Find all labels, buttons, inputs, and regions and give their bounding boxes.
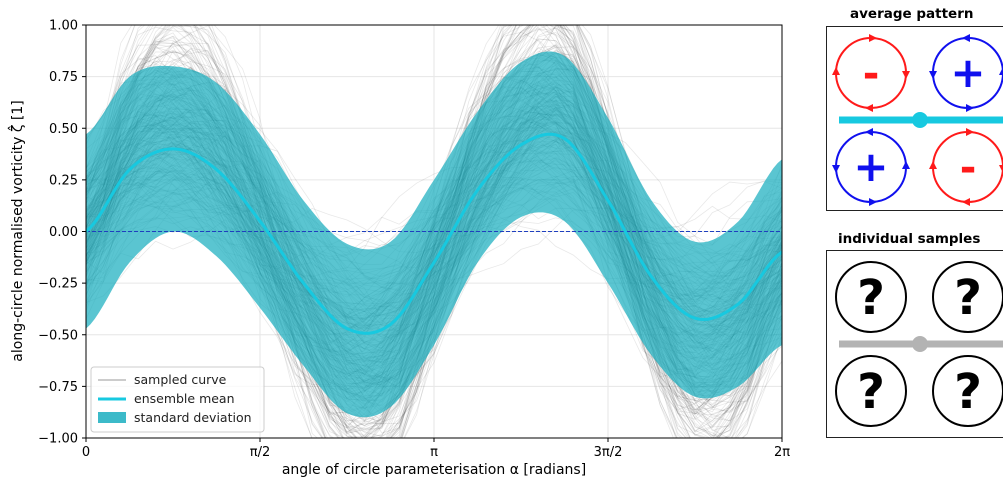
arrow-head-icon xyxy=(999,67,1003,75)
y-tick-label-7: 0.75 xyxy=(49,70,78,85)
pattern-circle-2 xyxy=(835,355,907,427)
y-tick-label-0: −1.00 xyxy=(38,432,78,447)
arrow-head-icon xyxy=(929,161,937,169)
arrow-head-icon xyxy=(999,165,1003,173)
x-tick-label-4: 2π xyxy=(774,445,790,460)
arrow-head-icon xyxy=(962,198,970,206)
legend: sampled curve ensemble mean standard dev… xyxy=(90,366,265,433)
y-tick-label-3: −0.25 xyxy=(38,277,78,292)
arrow-head-icon xyxy=(902,71,910,79)
average-pattern-title: average pattern xyxy=(850,6,974,22)
arrow-head-icon xyxy=(902,161,910,169)
pattern-sign-3: - xyxy=(960,145,977,191)
legend-swatch-std xyxy=(98,412,126,423)
pattern-sign-1: ? xyxy=(954,270,982,326)
legend-label-sampled: sampled curve xyxy=(134,372,227,387)
y-axis-label: along-circle normalised vorticity ζ̂ [1] xyxy=(7,100,26,361)
ensemble-mean-line xyxy=(86,132,782,335)
y-tick-label-5: 0.25 xyxy=(49,173,78,188)
pattern-sign-0: ? xyxy=(857,270,885,326)
pattern-circle-1 xyxy=(932,261,1003,333)
y-tick-label-6: 0.50 xyxy=(49,122,78,137)
pattern-circle-3 xyxy=(932,355,1003,427)
arrow-head-icon xyxy=(865,104,873,112)
y-tick-label-1: −0.75 xyxy=(38,380,78,395)
average-pattern-panel: - + + - xyxy=(826,26,1003,211)
arrow-head-icon xyxy=(869,34,877,42)
x-tick-label-1: π/2 xyxy=(250,445,270,460)
arrow-head-icon xyxy=(962,34,970,42)
pattern-sign-3: ? xyxy=(954,364,982,420)
y-tick-label-8: 1.00 xyxy=(49,19,78,34)
arrow-head-icon xyxy=(966,128,974,136)
x-tick-label-0: 0 xyxy=(82,445,90,460)
individual-samples-title: individual samples xyxy=(838,231,981,247)
pattern-slider-knob xyxy=(912,112,928,128)
x-tick-label-2: π xyxy=(430,445,438,460)
legend-label-std: standard deviation xyxy=(134,410,252,425)
x-axis-label: angle of circle parameterisation α [radi… xyxy=(282,462,586,478)
std-band xyxy=(86,51,782,418)
x-tick-label-3: 3π/2 xyxy=(594,445,623,460)
y-tick-label-4: 0.00 xyxy=(49,225,78,240)
pattern-sign-2: + xyxy=(853,142,888,191)
mean-curve xyxy=(86,132,782,335)
individual-samples-diagram: ???? xyxy=(835,261,1003,427)
average-pattern-diagram: - + + - xyxy=(832,34,1003,206)
arrow-head-icon xyxy=(869,198,877,206)
arrow-head-icon xyxy=(832,67,840,75)
axis-ticks: 0 π/2 π 3π/2 2π −1.00 −0.75 −0.50 −0.25 0.00 0.25 0… xyxy=(38,19,790,461)
std-band-area xyxy=(86,51,782,418)
y-tick-label-2: −0.50 xyxy=(38,328,78,343)
pattern-sign-0: - xyxy=(863,51,880,97)
legend-box xyxy=(90,366,265,433)
arrow-head-icon xyxy=(929,71,937,79)
pattern-slider-knob xyxy=(912,336,928,352)
pattern-sign-1: + xyxy=(950,48,985,97)
pattern-sign-2: ? xyxy=(857,364,885,420)
legend-label-mean: ensemble mean xyxy=(134,391,235,406)
arrow-head-icon xyxy=(865,128,873,136)
arrow-head-icon xyxy=(966,104,974,112)
pattern-circle-0 xyxy=(835,261,907,333)
individual-samples-panel: ???? xyxy=(826,250,1003,438)
arrow-head-icon xyxy=(832,165,840,173)
